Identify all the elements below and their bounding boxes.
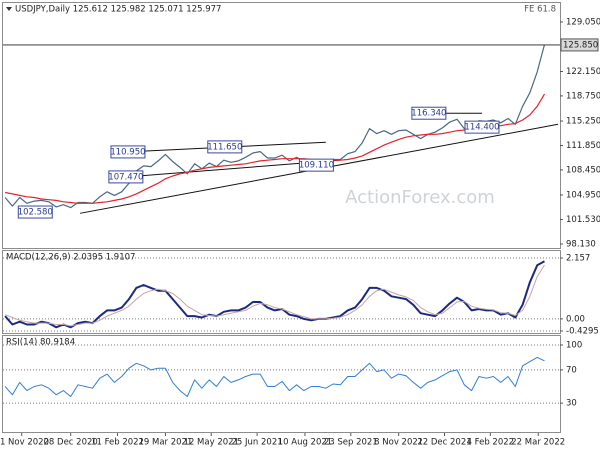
menu-icon bbox=[6, 7, 12, 11]
fib-label: FE 61.8 bbox=[524, 5, 556, 15]
x-tick-label: 23 Sep 2021 bbox=[324, 438, 378, 448]
series-line bbox=[4, 264, 545, 327]
series-line bbox=[4, 356, 545, 397]
x-tick-label: 12 May 2021 bbox=[184, 438, 239, 448]
annotation-label: 111.650 bbox=[207, 142, 242, 152]
y-tick-label: 70 bbox=[566, 365, 577, 375]
y-tick-label: 0.00 bbox=[566, 314, 585, 324]
x-tick-label: 11 Nov 2020 bbox=[0, 438, 49, 448]
annotation-box bbox=[108, 170, 144, 184]
current-price-label: 125.850 bbox=[563, 40, 598, 50]
annotation-box bbox=[207, 140, 243, 154]
annotation-box bbox=[110, 145, 146, 159]
series-line bbox=[4, 44, 546, 209]
x-tick-label: 10 Aug 2021 bbox=[278, 438, 332, 448]
y-tick-label: 104.950 bbox=[566, 191, 600, 201]
y-tick-label: 111.850 bbox=[566, 141, 600, 151]
panel-title: MACD(12,26,9) 2.0395 1.9107 bbox=[6, 253, 135, 263]
y-tick-label: 98.130 bbox=[566, 239, 596, 249]
annotation-box bbox=[298, 158, 334, 172]
x-tick-label: 25 Jun 2021 bbox=[232, 438, 283, 448]
annotation-label: 107.470 bbox=[108, 172, 143, 182]
x-tick-label: 22 Mar 2022 bbox=[511, 438, 565, 448]
annotation-label: 102.580 bbox=[18, 208, 53, 218]
x-tick-label: 22 Dec 2021 bbox=[417, 438, 471, 448]
panel-title: RSI(14) 80.9184 bbox=[6, 338, 75, 348]
annotation-label: 109.110 bbox=[299, 161, 334, 171]
y-tick-label: 115.250 bbox=[566, 117, 600, 127]
annotation-box bbox=[464, 120, 500, 134]
panel-title: USDJPY,Daily 125.612 125.982 125.071 125… bbox=[15, 5, 221, 15]
annotation-box bbox=[411, 106, 447, 120]
y-tick-label: 101.530 bbox=[566, 215, 600, 225]
annotation-label: 114.400 bbox=[464, 123, 499, 133]
y-tick-label: 122.150 bbox=[566, 67, 600, 77]
y-tick-label: 100 bbox=[566, 341, 582, 351]
annotation-label: 110.950 bbox=[110, 147, 145, 157]
y-tick-label: 30 bbox=[566, 399, 577, 409]
annotation-label: 116.340 bbox=[411, 109, 446, 119]
x-tick-label: 11 Feb 2021 bbox=[91, 438, 144, 448]
rsi-panel bbox=[2, 335, 561, 433]
current-price-tag bbox=[560, 38, 599, 52]
y-tick-label: 2.157 bbox=[566, 254, 590, 264]
y-tick-label: 118.750 bbox=[566, 91, 600, 101]
x-tick-label: 4 Feb 2022 bbox=[467, 438, 515, 448]
series-line bbox=[4, 260, 545, 329]
y-tick-label: 108.450 bbox=[566, 165, 600, 175]
annotation-box bbox=[17, 205, 53, 219]
x-tick-label: 28 Dec 2020 bbox=[44, 438, 98, 448]
y-tick-label: 129.050 bbox=[566, 17, 600, 27]
watermark: ActionForex.com bbox=[345, 187, 495, 208]
x-tick-label: 29 Mar 2021 bbox=[138, 438, 192, 448]
y-tick-label: -0.4295 bbox=[566, 327, 599, 337]
x-tick-label: 8 Nov 2021 bbox=[374, 438, 423, 448]
series-line bbox=[4, 93, 546, 204]
